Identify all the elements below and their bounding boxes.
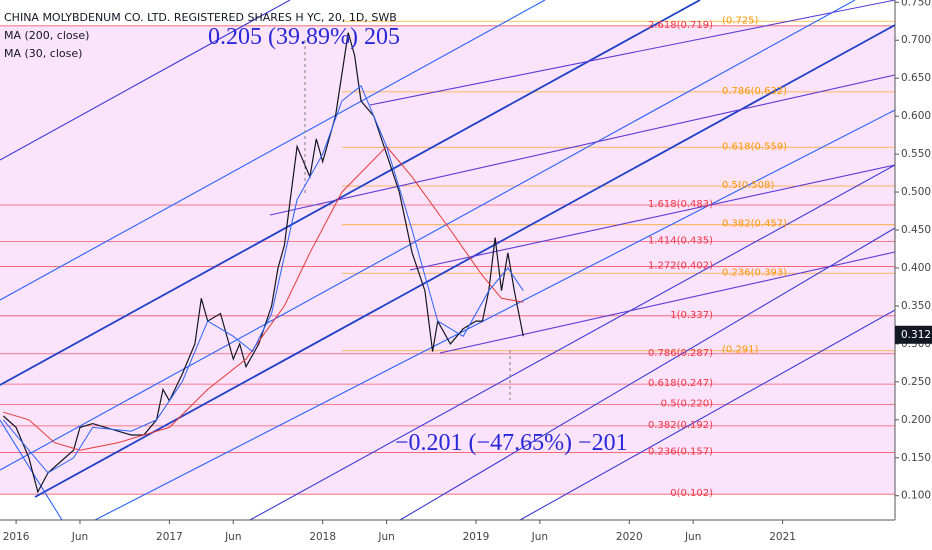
fork-line bbox=[0, 0, 546, 301]
price-tag bbox=[895, 325, 932, 344]
fib-label: (0.725) bbox=[722, 15, 759, 26]
fork-line bbox=[0, 0, 701, 386]
x-tick-label: Jun bbox=[224, 531, 241, 543]
series-line bbox=[2, 84, 524, 474]
x-tick-label: 2017 bbox=[156, 531, 183, 543]
x-tick-label: 2019 bbox=[463, 531, 490, 543]
series-line bbox=[2, 32, 524, 494]
x-tick-label: 2021 bbox=[769, 531, 796, 543]
fib-label: 0.5(0.220) bbox=[661, 399, 713, 410]
x-tick-label: Jun bbox=[71, 531, 88, 543]
fork-line bbox=[0, 0, 291, 161]
y-tick-label: 0.250 bbox=[901, 376, 931, 388]
fib-label: 2.618(0.719) bbox=[648, 20, 713, 31]
fib-label: 0.236(0.157) bbox=[648, 446, 713, 457]
x-tick-label: Jun bbox=[531, 531, 548, 543]
y-tick-label: 0.650 bbox=[901, 72, 931, 84]
y-tick-label: 0.500 bbox=[901, 186, 931, 198]
x-tick-label: Jun bbox=[377, 531, 394, 543]
fib-label: 1(0.337) bbox=[670, 310, 713, 321]
annotation: 0.205 (39.89%) 205 bbox=[208, 24, 400, 50]
fib-label: 1.272(0.402) bbox=[648, 260, 713, 271]
fib-label: 0.618(0.559) bbox=[722, 141, 787, 152]
fork-line bbox=[94, 109, 896, 521]
fib-label: 0.786(0.287) bbox=[648, 348, 713, 359]
fib-label: 0.5(0.508) bbox=[722, 180, 774, 191]
fork-line bbox=[249, 164, 896, 521]
y-tick-label: 0.400 bbox=[901, 262, 931, 274]
y-tick-label: 0.350 bbox=[901, 300, 931, 312]
plot bbox=[2, 32, 524, 494]
fib-label: 1.414(0.435) bbox=[648, 235, 713, 246]
series-line bbox=[3, 145, 524, 451]
fork-line bbox=[0, 419, 63, 521]
y-tick-label: 0.550 bbox=[901, 148, 931, 160]
pitchfork bbox=[0, 0, 896, 521]
legend-entry: MA (30, close) bbox=[4, 47, 82, 60]
fib-label: 0.382(0.192) bbox=[648, 420, 713, 431]
fork-line bbox=[519, 309, 896, 521]
price-tag-label: 0.312 bbox=[901, 329, 931, 341]
fib-label: 0.236(0.393) bbox=[722, 267, 787, 278]
y-tick-label: 0.200 bbox=[901, 414, 931, 426]
y-tick-label: 0.450 bbox=[901, 224, 931, 236]
fib-label: 1.618(0.483) bbox=[648, 199, 713, 210]
background bbox=[0, 20, 895, 495]
fib-label: 0(0.102) bbox=[670, 488, 713, 499]
fib-label: 0.618(0.247) bbox=[648, 378, 713, 389]
y-tick-label: 0.600 bbox=[901, 110, 931, 122]
y-axis-bg bbox=[895, 0, 932, 550]
legend-entry: CHINA MOLYBDENUM CO. LTD. REGISTERED SHA… bbox=[4, 11, 397, 24]
y-tick-label: 0.750 bbox=[901, 0, 931, 8]
annotation: −0.201 (−47.65%) −201 bbox=[395, 430, 628, 456]
fork-line bbox=[0, 0, 856, 471]
x-axis-bg bbox=[0, 520, 932, 550]
fork-line bbox=[409, 164, 896, 271]
x-tick-label: 2018 bbox=[309, 531, 336, 543]
x-tick-label: 2020 bbox=[616, 531, 643, 543]
fib-label: (0.291) bbox=[722, 345, 759, 356]
y-tick-label: 0.150 bbox=[901, 452, 931, 464]
fork-line bbox=[399, 227, 896, 521]
fork-line bbox=[369, 0, 896, 106]
y-tick-label: 0.700 bbox=[901, 34, 931, 46]
legend-entry: MA (200, close) bbox=[4, 29, 89, 42]
fib-label: 0.382(0.457) bbox=[722, 219, 787, 230]
fib-fill bbox=[0, 25, 895, 495]
y-tick-label: 0.100 bbox=[901, 490, 931, 502]
fib-label: 0.786(0.632) bbox=[722, 86, 787, 97]
x-tick-label: Jun bbox=[684, 531, 701, 543]
fork-line bbox=[439, 251, 896, 354]
fork-line bbox=[269, 74, 896, 216]
x-tick-label: 2016 bbox=[3, 531, 30, 543]
